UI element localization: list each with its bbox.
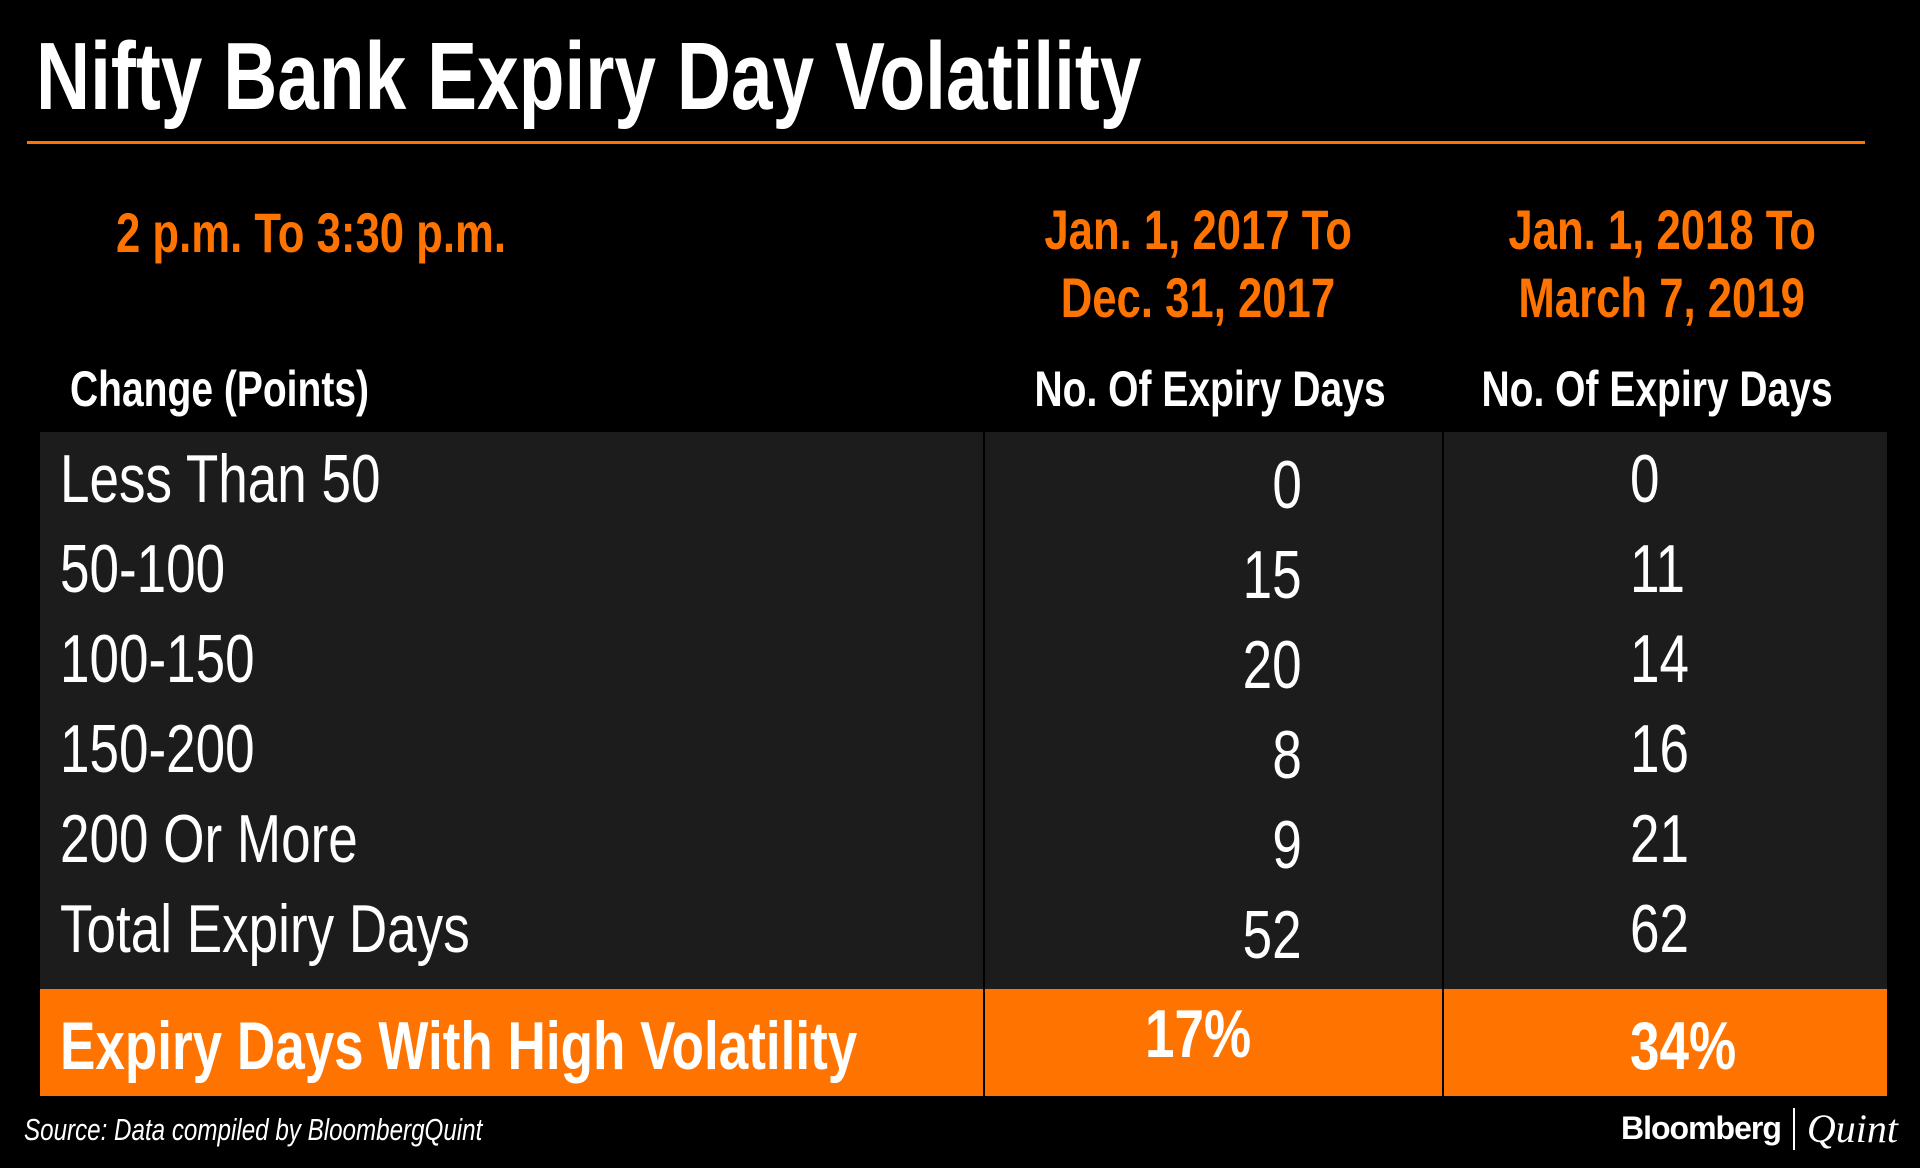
table-row-total: Total Expiry Days 52 62 [40, 882, 1887, 973]
value-2017: 17% [1145, 996, 1252, 1072]
value-2018: 16 [1630, 711, 1689, 787]
chart-title: Nifty Bank Expiry Day Volatility [36, 23, 1142, 130]
high-volatility-row: Expiry Days With High Volatility 17% 34% [40, 989, 1887, 1096]
column-divider [983, 432, 985, 1096]
logo-sub: Quint [1806, 1106, 1898, 1151]
bloombergquint-logo: Bloomberg Quint [1621, 1105, 1898, 1152]
row-label: 200 Or More [60, 801, 358, 877]
value-2017: 15 [1243, 537, 1302, 613]
value-2017: 52 [1243, 897, 1302, 973]
value-2018: 14 [1630, 621, 1689, 697]
table-row: 200 Or More 9 21 [40, 792, 1887, 883]
row-label: 50-100 [60, 531, 226, 607]
value-2017: 0 [1272, 447, 1302, 523]
table-row: Less Than 50 0 0 [40, 432, 1887, 523]
column-header-change: Change (Points) [70, 361, 369, 417]
row-label: Expiry Days With High Volatility [60, 1008, 858, 1084]
logo-separator [1792, 1107, 1795, 1150]
column-divider [1442, 432, 1444, 1096]
value-2018: 62 [1630, 891, 1689, 967]
row-label: Total Expiry Days [60, 891, 470, 967]
value-2018: 21 [1630, 801, 1689, 877]
source-note: Source: Data compiled by BloombergQuint [24, 1112, 483, 1147]
period-header-2018: Jan. 1, 2018 To March 7, 2019 [1508, 198, 1816, 329]
value-2017: 9 [1272, 807, 1302, 883]
data-table: Less Than 50 0 0 50-100 15 11 100-150 20… [40, 432, 1887, 1096]
row-label: Less Than 50 [60, 441, 381, 517]
value-2017: 20 [1243, 627, 1302, 703]
column-header-2018: No. Of Expiry Days [1481, 361, 1833, 417]
table-row: 100-150 20 14 [40, 612, 1887, 703]
time-window-label: 2 p.m. To 3:30 p.m. [116, 201, 506, 264]
value-2018: 11 [1630, 531, 1686, 607]
period-header-2017: Jan. 1, 2017 To Dec. 31, 2017 [1044, 198, 1352, 329]
title-divider [27, 141, 1865, 144]
table-row: 50-100 15 11 [40, 522, 1887, 613]
column-header-2017: No. Of Expiry Days [1034, 361, 1386, 417]
table-row: 150-200 8 16 [40, 702, 1887, 793]
value-2018: 34% [1630, 1008, 1737, 1084]
value-2018: 0 [1630, 441, 1660, 517]
row-label: 150-200 [60, 711, 255, 787]
row-label: 100-150 [60, 621, 255, 697]
value-2017: 8 [1272, 717, 1302, 793]
logo-brand: Bloomberg [1620, 1110, 1782, 1146]
